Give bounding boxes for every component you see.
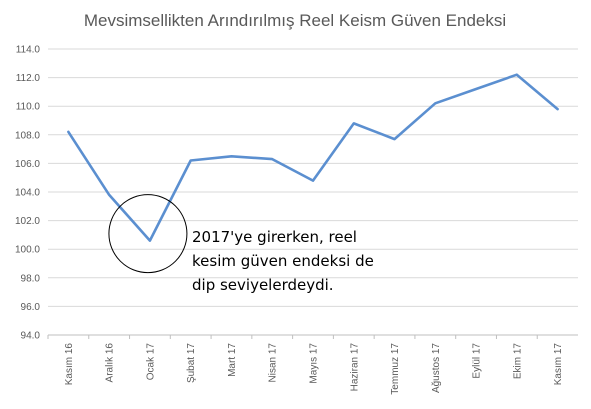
y-tick-label: 110.0 [16, 102, 41, 113]
series-line [67, 73, 559, 242]
y-tick-label: 96.0 [21, 302, 41, 313]
annotation-line-2: kesim güven endeksi de [192, 252, 374, 270]
y-tick-label: 114.0 [16, 45, 41, 56]
y-axis-tick-labels: 94.0 96.0 98.0 100.0 102.0 104.0 106.0 108.0 110… [15, 45, 40, 342]
x-tick-label: Nisan 17 [268, 343, 279, 383]
annotation-line-3: dip seviyelerdeydi. [192, 276, 334, 294]
x-tick-label: Kasım 17 [553, 343, 564, 386]
x-tick-label: Mayıs 17 [309, 343, 320, 384]
dip-highlight-circle [108, 194, 188, 274]
x-tick-label: Mart 17 [227, 343, 238, 377]
y-tick-label: 94.0 [21, 331, 41, 342]
annotation-text: 2017'ye girerken, reel kesim güven endek… [192, 228, 374, 294]
y-tick-label: 98.0 [21, 273, 41, 284]
x-tick-label: Ekim 17 [512, 343, 523, 380]
y-tick-label: 108.0 [15, 130, 40, 141]
x-tick-label: Eylül 17 [472, 343, 483, 379]
y-tick-label: 100.0 [15, 245, 40, 256]
x-tick-label: Ocak 17 [145, 343, 156, 381]
x-tick-label: Aralık 16 [105, 343, 116, 383]
x-tick-label: Haziran 17 [349, 343, 360, 392]
x-tick-label: Temmuz 17 [390, 343, 401, 395]
y-tick-label: 112.0 [16, 73, 41, 84]
x-axis-tick-labels: Kasım 16 Aralık 16 Ocak 17 Şubat 17 Mart 17 N… [47, 335, 564, 395]
gridlines [48, 48, 578, 307]
y-tick-label: 102.0 [15, 216, 40, 227]
x-tick-label: Şubat 17 [186, 343, 197, 383]
y-tick-label: 106.0 [15, 159, 40, 170]
y-tick-label: 104.0 [15, 188, 40, 199]
x-tick-label: Ağustos 17 [431, 343, 442, 393]
chart-title: Mevsimsellikten Arındırılmış Reel Keism … [84, 11, 506, 30]
x-tick-label: Kasım 16 [64, 343, 75, 386]
annotation-line-1: 2017'ye girerken, reel [192, 228, 357, 246]
